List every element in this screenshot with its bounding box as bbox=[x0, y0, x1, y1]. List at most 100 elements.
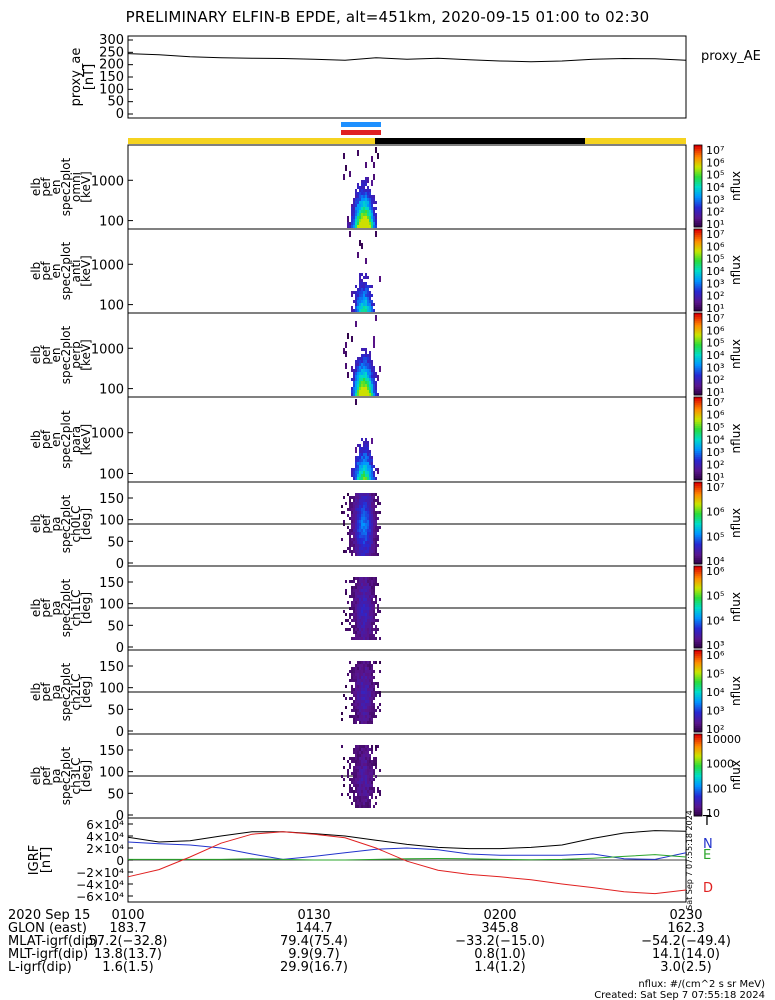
spectrogram-cell bbox=[365, 703, 367, 706]
spectrogram-cell bbox=[353, 207, 355, 210]
spectrogram-cell bbox=[365, 598, 367, 601]
spectrogram-cell bbox=[363, 769, 365, 772]
spectrogram-cell bbox=[373, 499, 375, 502]
spectrogram-cell bbox=[357, 378, 359, 381]
colorbar-label: nflux bbox=[729, 760, 743, 790]
colorbar-segment bbox=[694, 629, 702, 633]
spectrogram-cell bbox=[359, 189, 361, 192]
colorbar-tick-label: 10³ bbox=[706, 361, 724, 374]
colorbar-segment bbox=[694, 196, 702, 199]
spectrogram-cell bbox=[353, 204, 355, 207]
colorbar-segment bbox=[694, 664, 702, 667]
spectrogram-cell bbox=[365, 673, 367, 676]
colorbar-tick-label: 1000 bbox=[706, 758, 734, 771]
spectrogram-cell bbox=[363, 447, 365, 450]
spectrogram-cell bbox=[369, 667, 371, 670]
spectrogram-cell bbox=[375, 628, 377, 631]
spectrogram-cell bbox=[361, 511, 363, 514]
colorbar-segment bbox=[694, 748, 702, 751]
spectrogram-cell bbox=[353, 619, 355, 622]
spectrogram-cell bbox=[373, 580, 375, 583]
ytick-label: 100 bbox=[99, 468, 124, 483]
spectrogram-cell bbox=[373, 207, 375, 210]
colorbar-segment bbox=[694, 247, 702, 250]
colorbar-segment bbox=[694, 453, 702, 456]
spectrogram-cell bbox=[367, 604, 369, 607]
spectrogram-cell bbox=[371, 763, 373, 766]
spectrogram-cell bbox=[371, 369, 373, 372]
colorbar-segment bbox=[694, 781, 702, 784]
spectrogram-cell bbox=[355, 517, 357, 520]
spectrogram-cell bbox=[353, 517, 355, 520]
spectrogram-cell bbox=[341, 712, 343, 715]
spectrogram-cell bbox=[365, 667, 367, 670]
colorbar-tick-label: 10⁷ bbox=[706, 396, 724, 409]
spectrogram-cell bbox=[365, 787, 367, 790]
spectrogram-cell bbox=[371, 207, 373, 210]
spectrogram-cell bbox=[359, 790, 361, 793]
spectrogram-cell bbox=[361, 538, 363, 541]
spectrogram-cell bbox=[355, 511, 357, 514]
colorbar-segment bbox=[694, 471, 702, 475]
colorbar-segment bbox=[694, 177, 702, 181]
spectrogram-cell bbox=[371, 471, 373, 474]
spectrogram-cell bbox=[359, 547, 361, 550]
spectrogram-cell bbox=[355, 799, 357, 802]
spectrogram-cell bbox=[359, 805, 361, 808]
igrf-ytick-label: −4×10⁴ bbox=[76, 878, 124, 892]
spectrogram-cell bbox=[359, 619, 361, 622]
spectrogram-cell bbox=[359, 465, 361, 468]
colorbar-tick-label: 10⁷ bbox=[706, 228, 724, 241]
spectrogram-cell bbox=[355, 709, 357, 712]
colorbar-segment bbox=[694, 791, 702, 794]
colorbar-tick-label: 10⁶ bbox=[706, 649, 725, 662]
spectrogram-cell bbox=[353, 700, 355, 703]
spectrogram-cell bbox=[359, 718, 361, 721]
colorbar-segment bbox=[694, 680, 702, 684]
spectrogram-cell bbox=[357, 625, 359, 628]
spectrogram-cell bbox=[371, 778, 373, 781]
spectrogram-cell bbox=[377, 499, 379, 502]
spectrogram-cell bbox=[351, 544, 353, 547]
spectrogram-cell bbox=[371, 511, 373, 514]
spectrogram-cell bbox=[363, 583, 365, 586]
spectrogram-cell bbox=[371, 610, 373, 613]
spectrogram-cell bbox=[341, 622, 343, 625]
spectrogram-cell bbox=[369, 297, 371, 300]
spectrogram-cell bbox=[363, 517, 365, 520]
spectrogram-cell bbox=[377, 628, 379, 631]
spectrogram-cell bbox=[361, 697, 363, 700]
spectrogram-cell bbox=[361, 222, 363, 225]
spectrogram-cell bbox=[375, 553, 377, 556]
spectrogram-cell bbox=[369, 210, 371, 213]
colorbar-segment bbox=[694, 403, 702, 406]
spectrogram-cell bbox=[367, 441, 369, 444]
colorbar-tick-label: 10³ bbox=[706, 446, 724, 459]
spectrogram-cell bbox=[371, 225, 373, 228]
spectrogram-cell bbox=[365, 474, 367, 477]
colorbar-segment bbox=[694, 512, 702, 516]
spectrogram-cell bbox=[367, 718, 369, 721]
spectrogram-cell bbox=[357, 201, 359, 204]
spectrogram-cell bbox=[369, 616, 371, 619]
spectrogram-cell bbox=[357, 384, 359, 387]
spectrogram-cell bbox=[351, 625, 353, 628]
spectrogram-cell bbox=[353, 769, 355, 772]
spectrogram-cell bbox=[343, 496, 345, 499]
spectrogram-cell bbox=[361, 754, 363, 757]
spectrogram-cell bbox=[369, 511, 371, 514]
colorbar-tick-label: 10⁷ bbox=[706, 144, 724, 157]
spectrogram-cell bbox=[371, 577, 373, 580]
spectrogram-cell bbox=[361, 499, 363, 502]
spectrogram-cell bbox=[375, 595, 377, 598]
spectrogram-cell bbox=[355, 775, 357, 778]
spectrogram-cell bbox=[353, 589, 355, 592]
spectrogram-cell bbox=[357, 502, 359, 505]
colorbar-segment bbox=[694, 153, 702, 156]
ytick-label: 100 bbox=[99, 299, 124, 314]
spectrogram-cell bbox=[357, 288, 359, 291]
colorbar-segment bbox=[694, 686, 702, 690]
spectrogram-cell bbox=[367, 366, 369, 369]
colorbar-tick-label: 10⁵ bbox=[706, 590, 724, 603]
colorbar-label: nflux bbox=[729, 424, 743, 454]
